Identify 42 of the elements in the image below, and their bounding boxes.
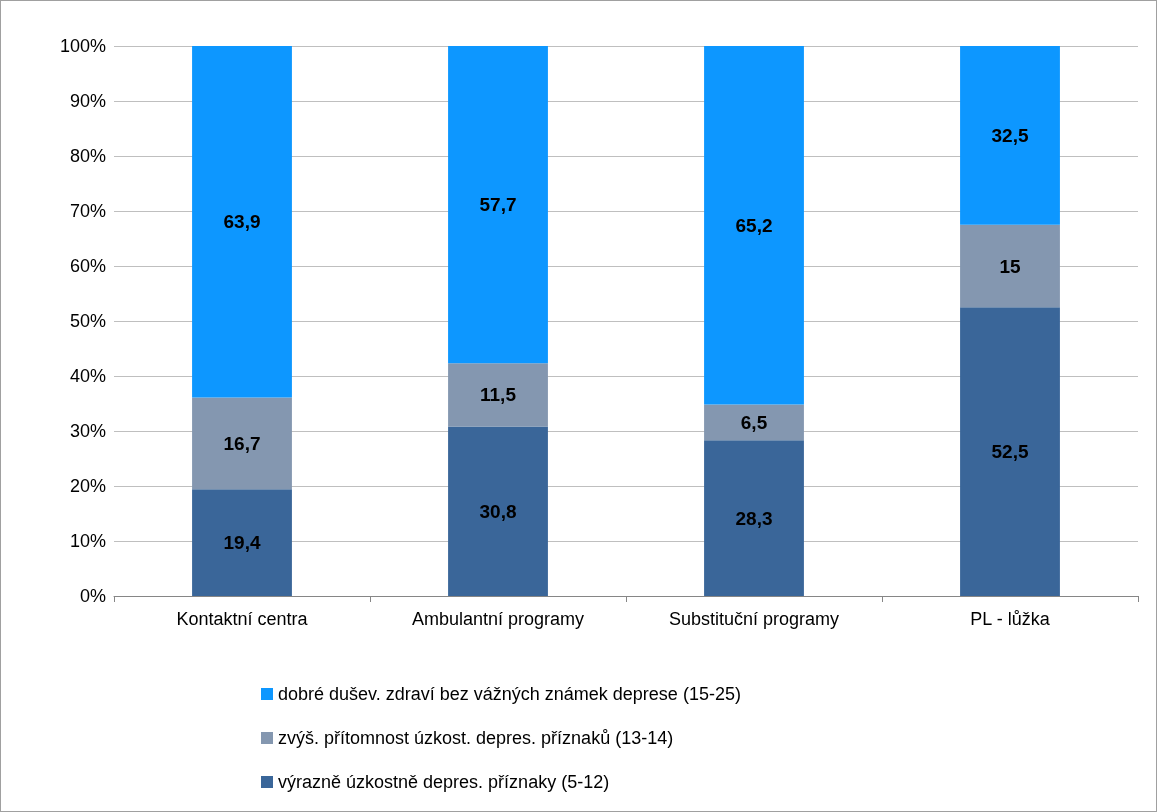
data-label: 6,5 — [740, 411, 768, 433]
y-tick-label: 60% — [69, 256, 106, 276]
data-label: 16,7 — [223, 432, 261, 454]
bar — [704, 404, 804, 441]
y-tick-label: 70% — [69, 201, 106, 221]
data-label: 11,5 — [480, 384, 517, 406]
bar — [192, 46, 292, 398]
x-tick-label: PL - lůžka — [970, 609, 1051, 629]
legend-label: dobré dušev. zdraví bez vážných známek deprese (15-25) — [278, 684, 741, 704]
data-label: 57,7 — [479, 194, 517, 216]
y-tick-label: 40% — [69, 366, 106, 386]
bar — [448, 363, 548, 427]
data-label: 30,8 — [479, 500, 517, 522]
y-tick-label: 10% — [69, 531, 106, 551]
y-tick-label: 90% — [69, 91, 106, 111]
bar — [960, 46, 1060, 225]
legend-label: zvýš. přítomnost úzkost. depres. příznaků (13-14) — [278, 728, 674, 748]
y-tick-label: 20% — [69, 476, 106, 496]
bar — [960, 307, 1060, 596]
x-tick-label: Kontaktní centra — [176, 609, 309, 629]
data-label: 63,9 — [223, 211, 261, 233]
bar — [192, 397, 292, 490]
bar — [448, 46, 548, 364]
x-tick-label: Ambulantní programy — [411, 609, 585, 629]
data-label: 32,5 — [991, 124, 1029, 146]
data-label: 52,5 — [991, 441, 1029, 463]
bar — [448, 426, 548, 596]
data-label: 19,4 — [223, 532, 261, 554]
bar — [704, 440, 804, 596]
bar — [192, 489, 292, 596]
data-label: 28,3 — [735, 507, 773, 529]
bar — [960, 224, 1060, 308]
legend-label: výrazně úzkostně depres. příznaky (5-12) — [278, 772, 610, 792]
bar — [704, 46, 804, 405]
y-tick-label: 80% — [69, 146, 106, 166]
y-tick-label: 100% — [59, 36, 106, 56]
y-tick-label: 0% — [79, 586, 106, 606]
y-tick-label: 50% — [69, 311, 106, 331]
data-label: 15 — [999, 255, 1021, 277]
data-label: 65,2 — [735, 214, 773, 236]
x-tick-label: Substituční programy — [668, 609, 840, 629]
y-tick-label: 30% — [69, 421, 106, 441]
